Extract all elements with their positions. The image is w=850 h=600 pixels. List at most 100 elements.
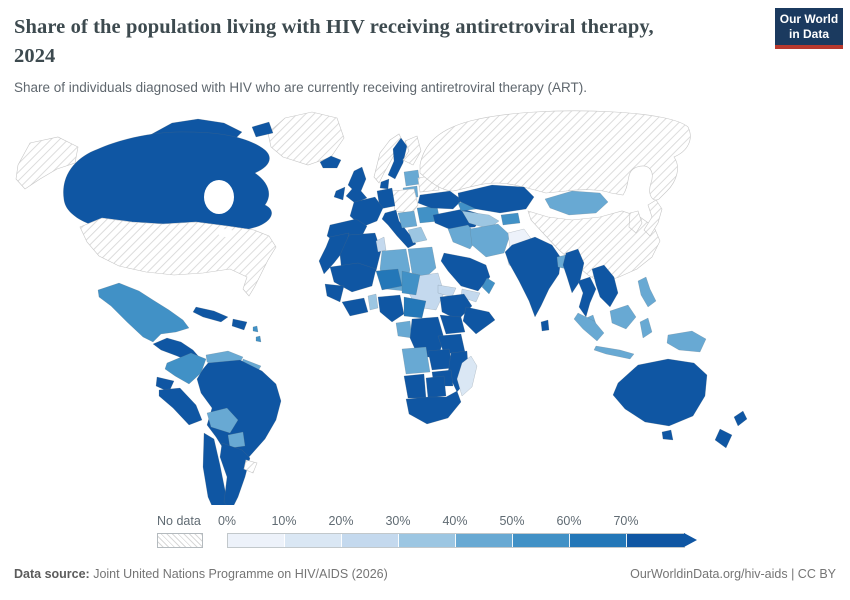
country-philippines[interactable]	[637, 276, 657, 308]
country-thailand[interactable]	[577, 276, 597, 318]
country-greece[interactable]	[407, 226, 428, 244]
country-bolivia[interactable]	[206, 407, 239, 434]
country-uganda-kenya[interactable]	[439, 314, 466, 335]
legend-tick-40: 40%	[442, 514, 468, 528]
country-cuba[interactable]	[192, 306, 229, 323]
country-sumatra[interactable]	[573, 312, 605, 342]
country-argentina[interactable]	[219, 442, 251, 512]
country-java[interactable]	[593, 345, 635, 360]
country-colombia[interactable]	[164, 352, 207, 385]
country-estonia-latvia[interactable]	[403, 169, 421, 187]
country-tunisia[interactable]	[375, 236, 387, 253]
country-peru[interactable]	[158, 387, 203, 426]
country-somalia[interactable]	[462, 306, 496, 335]
country-china[interactable]	[527, 210, 661, 284]
country-india[interactable]	[504, 236, 562, 318]
country-ukraine[interactable]	[417, 190, 463, 210]
legend-tick-0: 0%	[217, 514, 237, 528]
country-togo-benin[interactable]	[367, 293, 379, 311]
country-alaska[interactable]	[15, 136, 79, 190]
map-legend: No data 0% 10% 20% 30% 40% 50% 60% 70%	[0, 512, 850, 552]
great-lakes	[218, 229, 234, 237]
title-line2: 2024	[14, 45, 56, 68]
data-source-value: Joint United Nations Programme on HIV/AI…	[89, 567, 388, 581]
country-chad[interactable]	[401, 270, 421, 296]
country-mauritania-mali[interactable]	[329, 262, 377, 293]
country-kyrgyzstan-tajikistan[interactable]	[500, 212, 521, 226]
country-kazakhstan[interactable]	[457, 184, 535, 214]
country-denmark[interactable]	[379, 178, 390, 190]
country-south-africa[interactable]	[405, 390, 462, 425]
country-poland-czechia[interactable]	[391, 188, 419, 214]
legend-no-data-swatch[interactable]	[157, 533, 203, 548]
country-canada[interactable]	[63, 131, 272, 237]
legend-arrow-icon	[684, 533, 697, 547]
owid-logo-line2: in Data	[788, 26, 829, 41]
country-hispaniola[interactable]	[231, 318, 248, 331]
country-niger[interactable]	[375, 268, 403, 291]
country-sri-lanka[interactable]	[540, 319, 550, 332]
country-finland[interactable]	[402, 135, 422, 166]
hudson-bay	[204, 180, 234, 214]
country-madagascar[interactable]	[456, 355, 478, 397]
country-paraguay[interactable]	[227, 431, 246, 449]
country-iran[interactable]	[469, 223, 511, 258]
data-source: Data source: Joint United Nations Progra…	[14, 567, 388, 581]
country-ireland[interactable]	[333, 186, 346, 201]
country-mongolia[interactable]	[544, 190, 609, 216]
country-borneo[interactable]	[609, 304, 637, 330]
country-sulawesi[interactable]	[639, 317, 653, 339]
country-cameroon-car[interactable]	[403, 296, 427, 319]
country-gabon-congo[interactable]	[395, 320, 413, 339]
country-russia[interactable]	[419, 110, 691, 201]
country-france[interactable]	[349, 196, 384, 228]
country-lesser-antilles[interactable]	[252, 325, 262, 343]
legend-bin-30-40[interactable]	[399, 534, 456, 547]
page-subtitle: Share of individuals diagnosed with HIV …	[14, 80, 588, 95]
country-vietnam-laos-cambodia[interactable]	[591, 264, 619, 308]
legend-bin-60-70[interactable]	[570, 534, 627, 547]
legend-bin-70-plus[interactable]	[627, 534, 684, 547]
legend-tick-30: 30%	[385, 514, 411, 528]
country-iceland[interactable]	[319, 155, 342, 169]
owid-logo-line1: Our World	[779, 11, 839, 26]
country-botswana[interactable]	[425, 375, 447, 399]
country-japan[interactable]	[643, 199, 663, 237]
legend-bin-10-20[interactable]	[285, 534, 342, 547]
attribution-link[interactable]: OurWorldinData.org/hiv-aids | CC BY	[630, 567, 836, 581]
country-angola[interactable]	[401, 346, 431, 375]
country-united-kingdom[interactable]	[345, 166, 368, 204]
title-line1: Share of the population living with HIV …	[14, 16, 654, 38]
legend-bin-20-30[interactable]	[342, 534, 399, 547]
legend-bin-0-10[interactable]	[228, 534, 285, 547]
world-choropleth-map[interactable]	[0, 105, 850, 516]
legend-tick-20: 20%	[328, 514, 354, 528]
country-oman[interactable]	[481, 277, 496, 295]
country-australia[interactable]	[612, 358, 708, 427]
country-tasmania[interactable]	[661, 429, 674, 441]
country-balkans[interactable]	[397, 210, 418, 229]
country-uruguay[interactable]	[243, 459, 258, 474]
legend-bin-50-60[interactable]	[513, 534, 570, 547]
legend-bin-40-50[interactable]	[456, 534, 513, 547]
legend-tick-50: 50%	[499, 514, 525, 528]
country-new-guinea[interactable]	[666, 330, 707, 353]
country-italy[interactable]	[381, 209, 417, 249]
owid-logo[interactable]: Our World in Data	[775, 8, 843, 49]
country-saudi-arabia[interactable]	[440, 252, 491, 292]
country-united-states[interactable]	[79, 217, 277, 297]
country-sweden[interactable]	[387, 137, 408, 180]
country-ivory-coast-ghana[interactable]	[341, 297, 369, 317]
country-namibia[interactable]	[403, 373, 427, 399]
legend-tick-60: 60%	[556, 514, 582, 528]
country-korea[interactable]	[628, 210, 643, 234]
country-mexico[interactable]	[97, 282, 190, 343]
country-new-zealand[interactable]	[714, 410, 748, 449]
country-egypt[interactable]	[407, 246, 437, 278]
country-morocco[interactable]	[318, 232, 350, 275]
country-yemen[interactable]	[460, 288, 481, 303]
country-senegal-guinea[interactable]	[324, 283, 345, 303]
country-nigeria[interactable]	[377, 294, 405, 323]
country-greenland[interactable]	[267, 111, 345, 166]
